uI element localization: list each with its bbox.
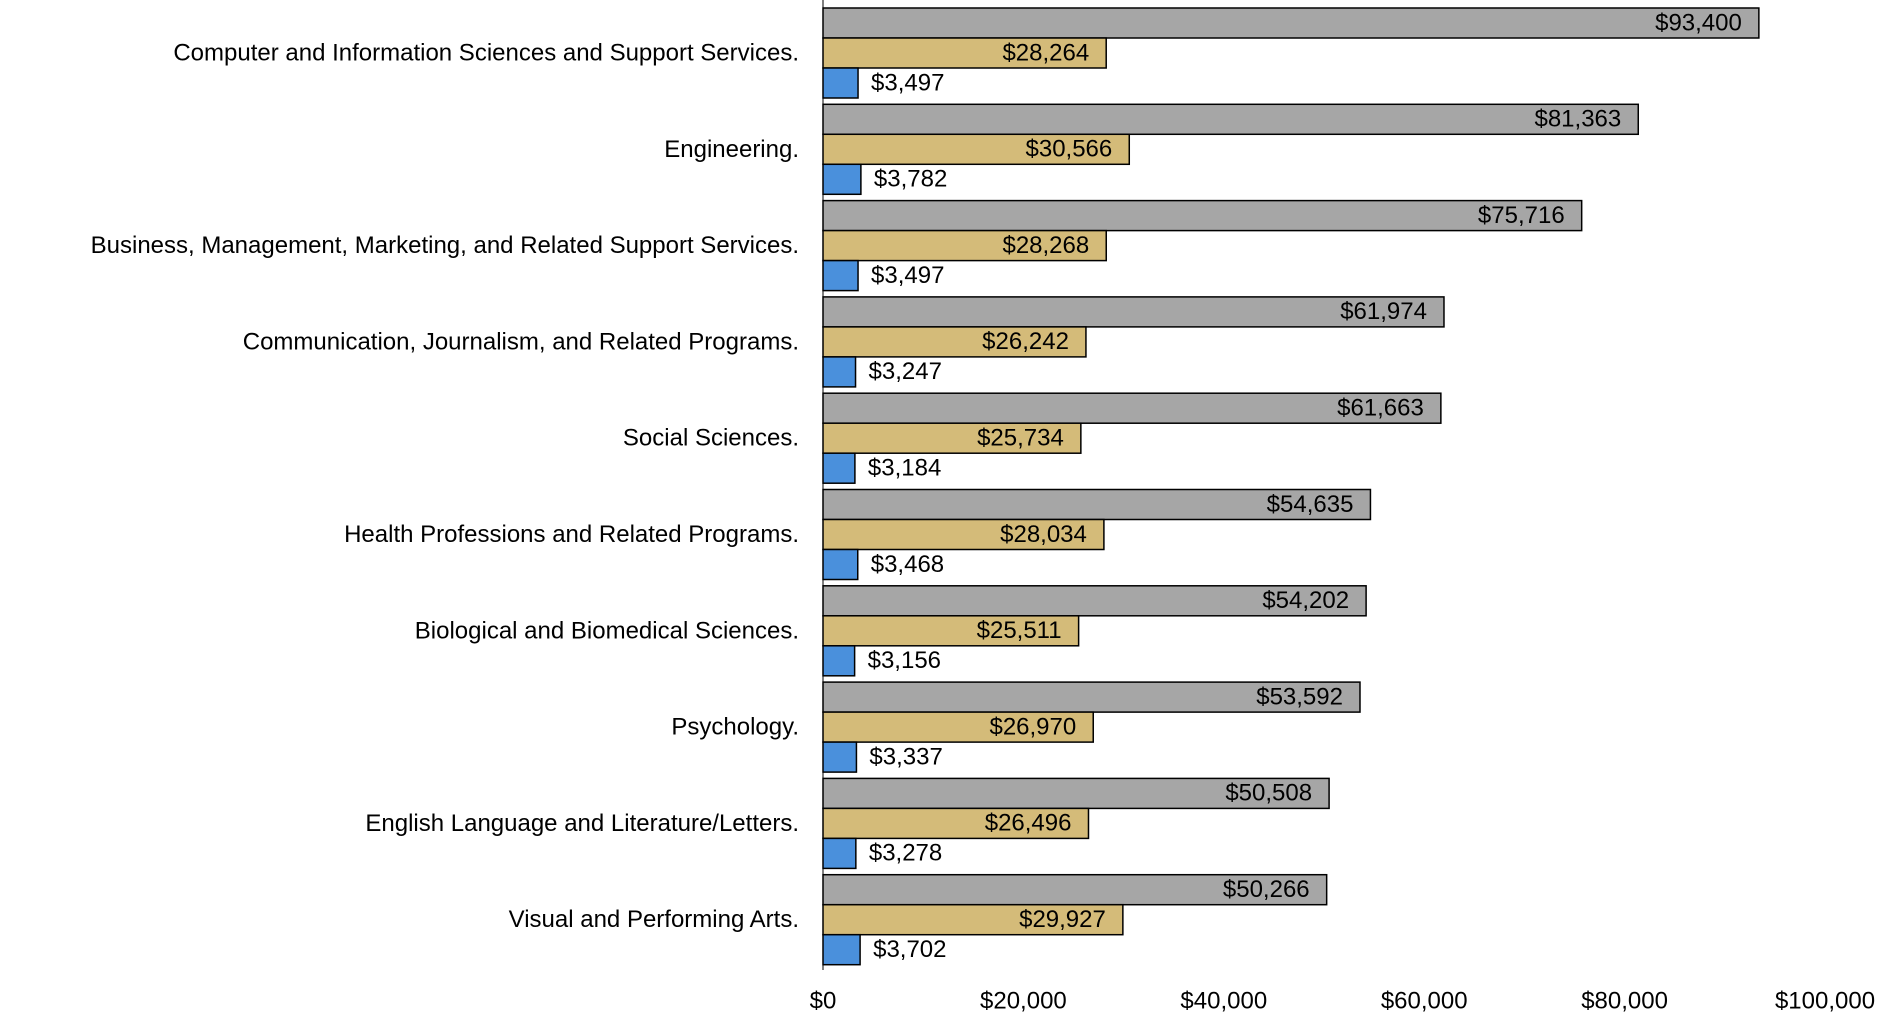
value-label: $54,635: [1267, 491, 1354, 518]
bar: [822, 741, 858, 773]
category-label: Social Sciences.: [623, 425, 799, 452]
category-label: Psychology.: [671, 714, 799, 741]
x-tick-label: $80,000: [1581, 987, 1668, 1014]
category-label: Engineering.: [664, 136, 799, 163]
bar: [822, 356, 857, 388]
value-label: $53,592: [1256, 683, 1343, 710]
category-label: Communication, Journalism, and Related P…: [243, 328, 799, 355]
value-label: $3,702: [873, 936, 946, 963]
bar: [822, 933, 861, 966]
value-label: $61,663: [1337, 395, 1424, 422]
bar: [822, 645, 856, 677]
bar: [822, 7, 1760, 39]
value-label: $3,278: [869, 840, 942, 867]
category-label: Visual and Performing Arts.: [509, 906, 799, 933]
x-tick-label: $60,000: [1381, 987, 1468, 1014]
value-label: $26,970: [989, 713, 1076, 740]
value-label: $3,497: [871, 69, 944, 96]
bar: [822, 422, 1082, 454]
value-label: $61,974: [1340, 298, 1427, 325]
bar: [822, 67, 859, 99]
category-label: Biological and Biomedical Sciences.: [415, 617, 799, 644]
x-tick-label: $20,000: [980, 987, 1067, 1014]
bar: [822, 326, 1087, 358]
value-label: $3,247: [869, 358, 942, 385]
value-label: $3,337: [869, 743, 942, 770]
value-label: $28,264: [1002, 39, 1089, 66]
value-label: $30,566: [1026, 136, 1113, 163]
value-label: $93,400: [1655, 9, 1742, 36]
value-label: $28,034: [1000, 521, 1087, 548]
bar: [822, 133, 1131, 166]
bar: [822, 807, 1090, 840]
bar: [822, 163, 862, 196]
value-label: $75,716: [1478, 202, 1565, 229]
x-tick-label: $0: [810, 987, 837, 1014]
category-label: Health Professions and Related Programs.: [344, 521, 799, 548]
value-label: $25,734: [977, 425, 1064, 452]
value-label: $54,202: [1262, 587, 1349, 614]
bar: [822, 585, 1367, 617]
value-label: $25,511: [977, 617, 1062, 644]
category-label: English Language and Literature/Letters.: [365, 810, 799, 837]
value-label: $3,184: [868, 455, 941, 482]
value-label: $3,782: [874, 166, 947, 193]
bar: [822, 837, 857, 870]
bar: [822, 777, 1330, 810]
bar: [822, 711, 1094, 743]
bar: [822, 296, 1445, 328]
x-tick-label: $40,000: [1180, 987, 1267, 1014]
bar: [822, 615, 1080, 647]
bar: [822, 229, 1107, 262]
value-label: $26,242: [982, 328, 1069, 355]
value-label: $50,508: [1225, 780, 1312, 807]
bar: [822, 452, 856, 484]
value-label: $3,156: [868, 647, 941, 674]
bar: [822, 548, 859, 581]
category-label: Computer and Information Sciences and Su…: [173, 39, 799, 66]
value-label: $81,363: [1534, 106, 1621, 133]
bar: [822, 199, 1583, 232]
bar: [822, 103, 1640, 136]
bar: [822, 259, 859, 292]
value-label: $50,266: [1223, 876, 1310, 903]
value-label: $3,497: [871, 262, 944, 289]
value-label: $29,927: [1019, 906, 1106, 933]
value-label: $28,268: [1002, 232, 1089, 259]
value-label: $3,468: [871, 551, 944, 578]
value-label: $26,496: [985, 810, 1072, 837]
bar: [822, 681, 1361, 713]
x-tick-label: $100,000: [1775, 987, 1875, 1014]
category-label: Business, Management, Marketing, and Rel…: [91, 232, 799, 259]
